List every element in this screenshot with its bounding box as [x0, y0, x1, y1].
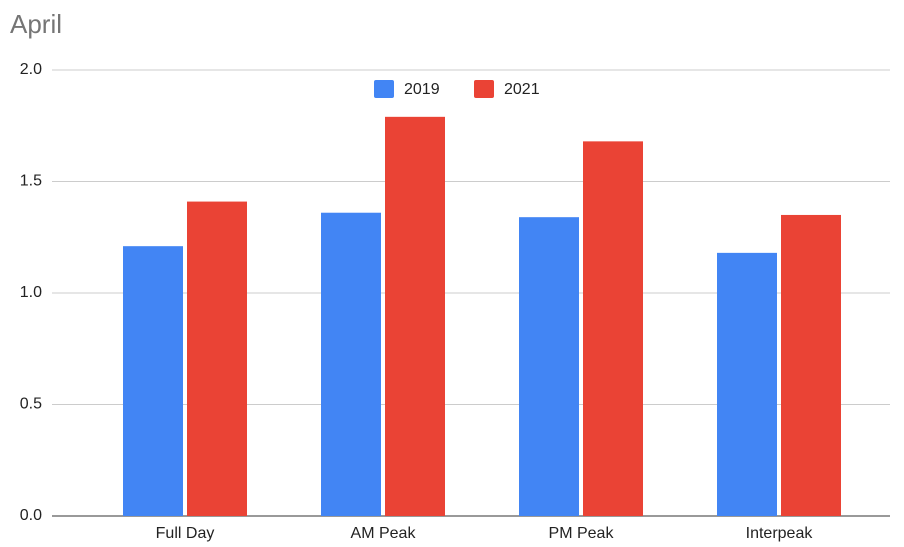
x-tick-label: Interpeak [746, 525, 814, 542]
legend-swatch [474, 80, 494, 98]
bar [385, 116, 445, 516]
bar [717, 252, 777, 517]
x-tick-label: AM Peak [351, 525, 417, 542]
bar [123, 246, 183, 517]
x-tick-label: PM Peak [549, 525, 615, 542]
bar [519, 217, 579, 516]
bar [781, 214, 841, 516]
bar [187, 201, 247, 516]
bar [321, 212, 381, 516]
legend-label: 2019 [404, 81, 440, 98]
legend-label: 2021 [504, 81, 540, 98]
chart-title: April [10, 9, 62, 39]
bar [583, 141, 643, 517]
y-tick-label: 1.0 [20, 284, 42, 301]
y-tick-label: 0.5 [20, 396, 42, 413]
y-tick-label: 2.0 [20, 61, 42, 78]
y-tick-label: 1.5 [20, 173, 42, 190]
x-tick-label: Full Day [156, 525, 215, 542]
y-tick-label: 0.0 [20, 507, 42, 524]
legend-swatch [374, 80, 394, 98]
